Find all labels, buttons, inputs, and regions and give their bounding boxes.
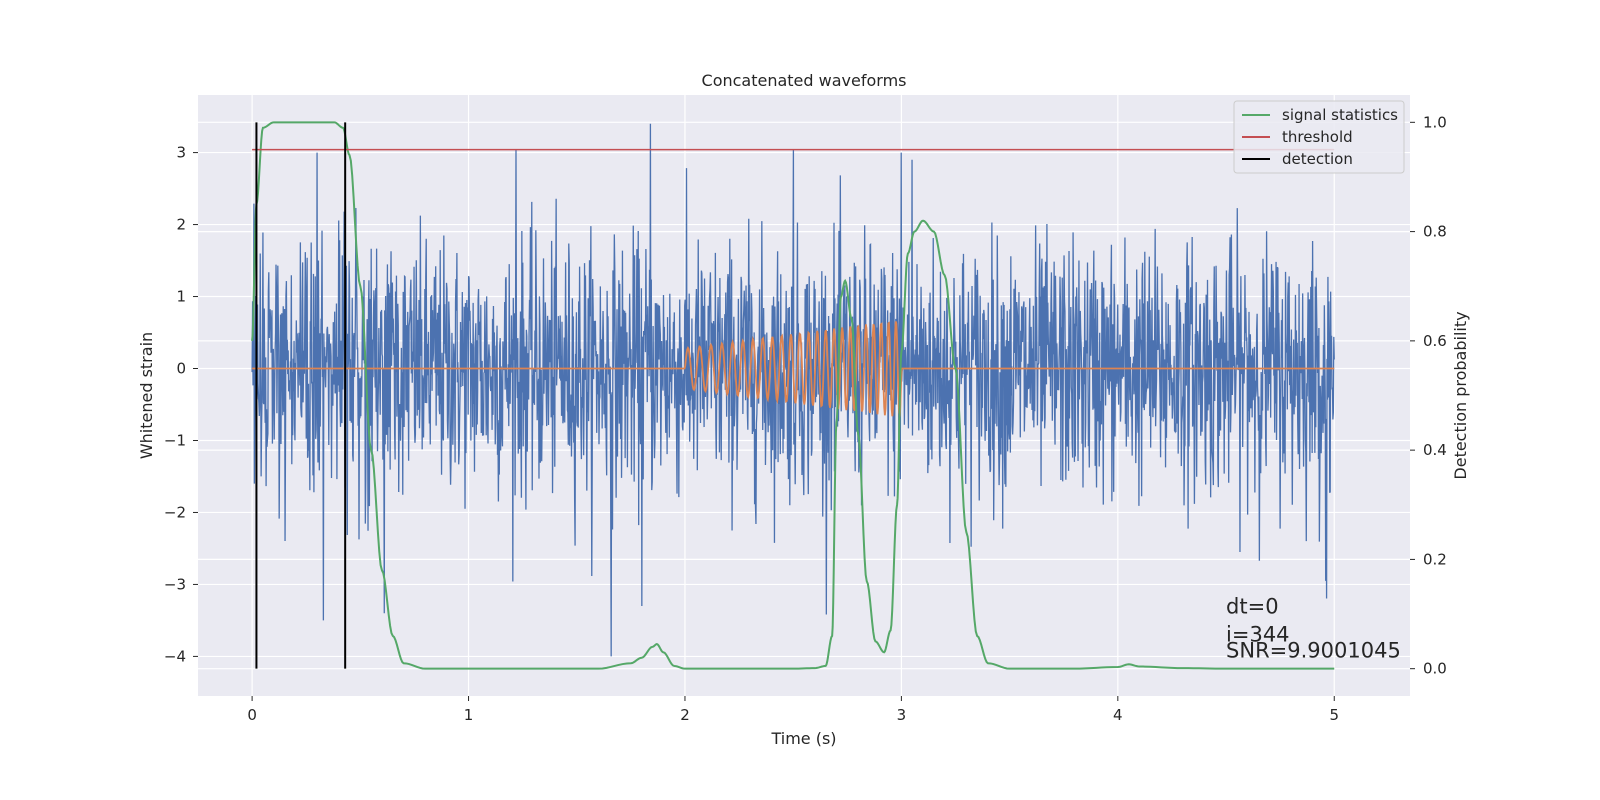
y-axis-label: Whitened strain: [137, 332, 156, 459]
axes: 0 1 2 3 4 5 −4 −3 −2 −1 0 1 2 3 0.0 0.2 0.4 0.6 0.8 1.0: [164, 113, 1447, 724]
series-signal-statistics: [251, 121, 1335, 670]
y2-tick-label: 1.0: [1423, 113, 1447, 131]
annotation-index: i=344: [1226, 623, 1290, 647]
legend: signal statistics threshold detection: [1233, 100, 1405, 174]
y2-tick-label: 0.6: [1423, 332, 1447, 350]
y2-tick-label: 0.2: [1423, 550, 1447, 568]
chart-title: Concatenated waveforms: [702, 71, 907, 90]
x-tick-label: 1: [464, 706, 474, 724]
x-tick-label: 0: [247, 706, 257, 724]
legend-entry-threshold: threshold: [1282, 128, 1353, 146]
annotation-dt: dt=0: [1226, 595, 1279, 619]
y2-tick-label: 0.8: [1423, 223, 1447, 241]
data-layer: [251, 121, 1335, 670]
legend-entry-detection: detection: [1282, 150, 1353, 168]
x-axis-label: Time (s): [770, 729, 836, 748]
y-tick-label: 0: [176, 360, 186, 378]
y2-tick-label: 0.0: [1423, 660, 1447, 678]
annotation-snr: SNR=9.9001045: [1226, 639, 1401, 663]
x-tick-label: 4: [1113, 706, 1123, 724]
y-tick-label: −2: [164, 503, 186, 521]
y-tick-label: 1: [176, 288, 186, 306]
legend-box: [1233, 100, 1405, 174]
y-tick-label: −4: [164, 647, 186, 665]
series-injected-chirp: [252, 321, 1335, 417]
x-tick-label: 5: [1329, 706, 1339, 724]
x-tick-label: 2: [680, 706, 690, 724]
series-whitened-strain: [251, 123, 1335, 657]
y-tick-label: −3: [164, 575, 186, 593]
y2-axis-label: Detection probability: [1451, 311, 1470, 479]
y2-tick-label: 0.4: [1423, 441, 1447, 459]
y-tick-label: 2: [176, 216, 186, 234]
y-tick-label: −1: [164, 431, 186, 449]
x-tick-label: 3: [897, 706, 907, 724]
legend-entry-signal-statistics: signal statistics: [1282, 106, 1398, 124]
y-tick-label: 3: [176, 144, 186, 162]
grid: [198, 95, 1410, 696]
